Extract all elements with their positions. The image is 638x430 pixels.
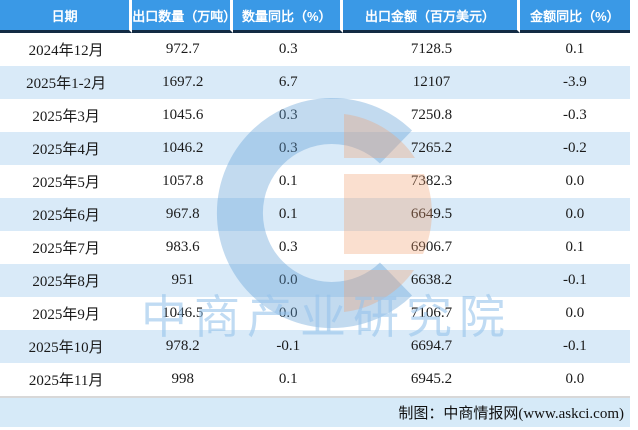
row-value-cell: 6638.2 [410,272,453,288]
row-value-cell: 0.1 [278,173,298,189]
row-value-cell: 7265.2 [410,140,453,156]
table-row: 2025年10月 978.2 -0.1 6694.7 -0.1 [0,330,630,363]
row-value-cell: 0.0 [565,206,585,222]
row-value-cell: 12107 [412,74,451,90]
row-date-cell: 2025年10月 [28,340,104,356]
row-value-cell: 983.6 [165,239,200,255]
table-row: 2025年8月 951 0.0 6638.2 -0.1 [0,264,630,297]
row-value-cell: 6945.2 [410,371,453,387]
row-value-cell: -0.3 [562,107,587,123]
row-date-cell: 2025年4月 [32,142,100,158]
row-date-cell: 2024年12月 [28,43,104,59]
row-date-cell: 2025年6月 [32,208,100,224]
table-row: 2025年7月 983.6 0.3 6906.7 0.1 [0,231,630,264]
row-value-cell: 0.0 [278,305,298,321]
column-header-1: 出口数量（万吨） [132,0,236,33]
row-value-cell: 1045.6 [162,107,204,123]
row-value-cell: 0.3 [278,107,298,123]
table-row: 2025年9月 1046.5 0.0 7106.7 0.0 [0,297,630,330]
row-value-cell: 7128.5 [410,41,453,57]
table-row: 2025年5月 1057.8 0.1 7382.3 0.0 [0,165,630,198]
row-value-cell: 7106.7 [410,305,453,321]
row-value-cell: 0.3 [278,239,298,255]
table-row: 2025年3月 1045.6 0.3 7250.8 -0.3 [0,99,630,132]
table-body: 2024年12月 972.7 0.3 7128.5 0.1 2025年1-2月 1697.2… [0,33,630,398]
column-header-3: 出口金额（百万美元） [343,0,520,33]
row-date-cell: 2025年11月 [28,373,104,389]
row-value-cell: 998 [171,371,194,387]
column-header-0: 日期 [0,0,133,33]
row-date-cell: 2025年1-2月 [26,76,107,92]
row-value-cell: 0.1 [278,206,298,222]
table-row: 2025年6月 967.8 0.1 6649.5 0.0 [0,198,630,231]
table-row: 2025年4月 1046.2 0.3 7265.2 -0.2 [0,132,630,165]
table-header-row: 日期 出口数量（万吨） 数量同比（%） 出口金额（百万美元） 金额同比（%） [0,0,630,33]
row-value-cell: 972.7 [165,41,200,57]
row-value-cell: 6649.5 [410,206,453,222]
row-date-cell: 2025年8月 [32,274,100,290]
row-value-cell: -0.2 [562,140,587,156]
credit-text: 制图：中商情报网(www.askci.com) [398,406,624,422]
row-value-cell: 0.0 [565,173,585,189]
row-value-cell: 1046.2 [162,140,204,156]
credit-bar: 制图：中商情报网(www.askci.com) [0,398,630,427]
export-data-table: 日期 出口数量（万吨） 数量同比（%） 出口金额（百万美元） 金额同比（%） 2024年… [0,0,630,398]
row-value-cell: -0.1 [276,338,301,354]
column-header-4: 金额同比（%） [519,0,630,33]
row-value-cell: 951 [171,272,194,288]
row-value-cell: 0.0 [565,371,585,387]
row-value-cell: 6694.7 [410,338,453,354]
row-value-cell: -3.9 [562,74,587,90]
row-value-cell: 6.7 [278,74,298,90]
row-date-cell: 2025年9月 [32,307,100,323]
row-date-cell: 2025年7月 [32,241,100,257]
row-value-cell: 1697.2 [162,74,204,90]
row-value-cell: 1046.5 [162,305,204,321]
row-value-cell: 967.8 [165,206,200,222]
row-value-cell: 0.1 [278,371,298,387]
row-value-cell: 0.0 [278,272,298,288]
row-value-cell: -0.1 [562,338,587,354]
column-header-2: 数量同比（%） [233,0,344,33]
row-value-cell: 7382.3 [410,173,453,189]
row-value-cell: 1057.8 [162,173,204,189]
row-value-cell: 0.0 [565,305,585,321]
row-date-cell: 2025年5月 [32,175,100,191]
row-value-cell: 0.1 [565,41,585,57]
row-value-cell: 0.3 [278,41,298,57]
row-date-cell: 2025年3月 [32,109,100,125]
row-value-cell: -0.1 [562,272,587,288]
row-value-cell: 0.1 [565,239,585,255]
row-value-cell: 6906.7 [410,239,453,255]
table-row: 2024年12月 972.7 0.3 7128.5 0.1 [0,33,630,66]
row-value-cell: 0.3 [278,140,298,156]
row-value-cell: 7250.8 [410,107,453,123]
table-row: 2025年1-2月 1697.2 6.7 12107 -3.9 [0,66,630,99]
table-row: 2025年11月 998 0.1 6945.2 0.0 [0,363,630,398]
row-value-cell: 978.2 [165,338,200,354]
